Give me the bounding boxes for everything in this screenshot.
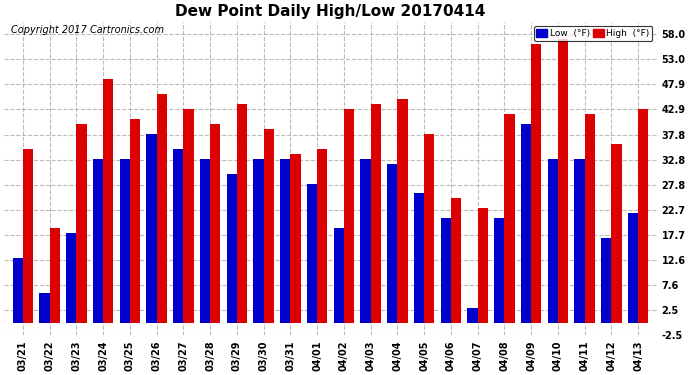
Bar [451,198,461,323]
Bar [12,258,23,323]
Bar [23,148,33,323]
Title: Dew Point Daily High/Low 20170414: Dew Point Daily High/Low 20170414 [175,4,486,19]
Bar [424,134,434,323]
Bar [103,79,113,323]
Legend: Low  (°F), High  (°F): Low (°F), High (°F) [534,26,652,40]
Bar [504,114,515,323]
Bar [290,154,301,323]
Bar [371,104,381,323]
Bar [575,159,584,323]
Bar [548,159,558,323]
Bar [521,124,531,323]
Bar [387,164,397,323]
Bar [601,238,611,323]
Bar [638,109,649,323]
Bar [77,124,86,323]
Bar [494,218,504,323]
Bar [558,39,568,323]
Bar [237,104,247,323]
Bar [50,228,60,323]
Bar [397,99,408,323]
Bar [157,94,167,323]
Bar [441,218,451,323]
Bar [146,134,157,323]
Bar [531,44,541,323]
Text: Copyright 2017 Cartronics.com: Copyright 2017 Cartronics.com [10,25,164,35]
Bar [360,159,371,323]
Bar [344,109,354,323]
Bar [39,293,50,323]
Bar [210,124,220,323]
Bar [467,308,477,323]
Bar [66,233,77,323]
Bar [227,174,237,323]
Bar [130,119,140,323]
Bar [264,129,274,323]
Bar [477,209,488,323]
Bar [307,183,317,323]
Bar [611,144,622,323]
Bar [280,159,290,323]
Bar [317,148,327,323]
Bar [628,213,638,323]
Bar [120,159,130,323]
Bar [173,148,184,323]
Bar [334,228,344,323]
Bar [584,114,595,323]
Bar [200,159,210,323]
Bar [414,194,424,323]
Bar [253,159,264,323]
Bar [93,159,103,323]
Bar [184,109,194,323]
